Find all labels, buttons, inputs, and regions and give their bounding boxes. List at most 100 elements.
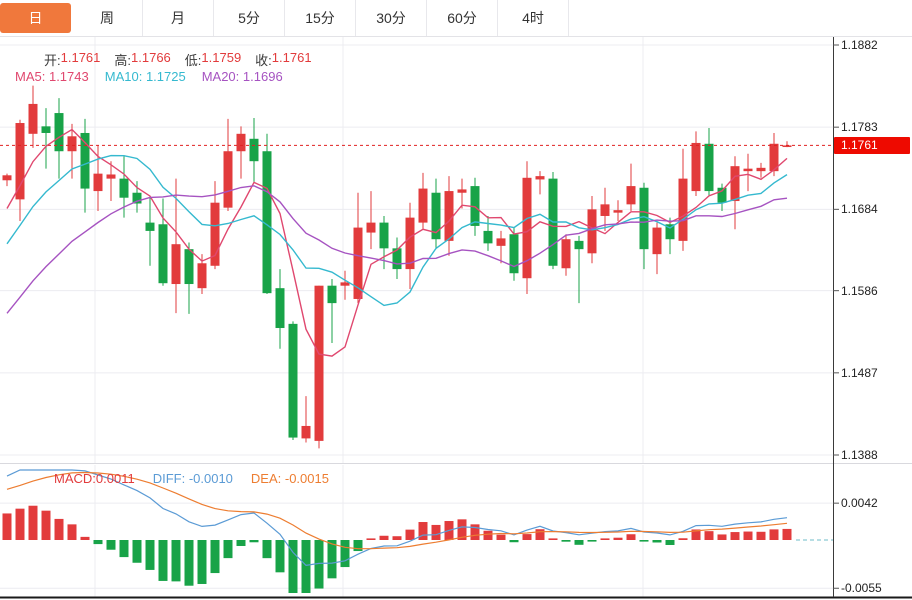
- candle-body: [769, 143, 779, 172]
- candle-body: [457, 189, 467, 193]
- candle-body: [340, 282, 350, 286]
- macd-bar: [769, 529, 779, 540]
- ma20-line: [6, 185, 788, 314]
- macd-bar: [483, 530, 493, 540]
- macd-bar: [717, 534, 727, 540]
- candle-body: [496, 238, 506, 246]
- macd-bar: [353, 540, 363, 552]
- tab-30min[interactable]: 30分: [356, 0, 427, 36]
- candle-body: [600, 204, 610, 216]
- macd-bar: [119, 540, 129, 558]
- candle-body: [392, 248, 402, 270]
- candle-body: [197, 263, 207, 289]
- candle-body: [236, 133, 246, 152]
- tab-15min[interactable]: 15分: [285, 0, 356, 36]
- timeframe-tabbar: 日周月 5分 15分 30分 60分 4时: [0, 0, 912, 37]
- candle-body: [314, 285, 324, 441]
- candle-body: [418, 188, 428, 223]
- macd-bar: [340, 540, 350, 568]
- candle-body: [288, 323, 298, 438]
- macd-bar: [158, 540, 168, 581]
- candle-body: [431, 192, 441, 240]
- candle-body: [691, 142, 701, 192]
- dea-line: [6, 471, 788, 550]
- candle-body: [613, 210, 623, 213]
- candle-body: [145, 222, 155, 231]
- candle-body: [535, 176, 545, 180]
- price-axis-tick: 1.1487: [841, 365, 878, 380]
- macd-bar: [639, 540, 649, 542]
- tab-4hour[interactable]: 4时: [498, 0, 569, 36]
- macd-bar: [548, 538, 558, 540]
- candle-body: [2, 175, 12, 181]
- macd-bar: [691, 529, 701, 540]
- macd-bar: [171, 540, 181, 582]
- macd-bar: [756, 531, 766, 540]
- candle-body: [262, 151, 272, 294]
- macd-bar: [327, 540, 337, 579]
- gridlines-layer: [0, 36, 833, 597]
- candle-body: [509, 234, 519, 274]
- macd-bar: [678, 538, 688, 540]
- candle-body: [41, 126, 51, 133]
- macd-bar: [314, 540, 324, 589]
- ma5-line: [6, 128, 788, 357]
- candle-body: [184, 249, 194, 285]
- macd-bar: [496, 534, 506, 540]
- candle-body: [782, 145, 792, 148]
- macd-bar: [600, 538, 610, 540]
- macd-bar: [210, 540, 220, 574]
- macd-bar: [301, 540, 311, 593]
- candle-body: [249, 138, 259, 162]
- candle-body: [717, 187, 727, 203]
- price-axis-tick: 1.1783: [841, 120, 878, 135]
- macd-bar: [80, 536, 90, 540]
- candle-body: [171, 244, 181, 285]
- macd-bar: [561, 540, 571, 542]
- price-axis-tick: 1.1586: [841, 283, 878, 298]
- macd-bar: [288, 540, 298, 593]
- macd-axis-tick: -0.0055: [841, 581, 882, 596]
- frame-layer: [0, 36, 912, 599]
- candle-body: [301, 425, 311, 439]
- tab-week[interactable]: 周: [72, 0, 143, 36]
- macd-bar: [431, 524, 441, 540]
- candle-body: [327, 285, 337, 304]
- candle-body: [522, 177, 532, 279]
- candle-body: [28, 103, 38, 134]
- macd-bar: [574, 540, 584, 545]
- tab-5min[interactable]: 5分: [214, 0, 285, 36]
- macd-bar: [145, 540, 155, 570]
- macd-bar: [392, 536, 402, 540]
- macd-bar: [405, 529, 415, 540]
- macd-bar: [535, 529, 545, 540]
- candle-body: [730, 166, 740, 202]
- macd-bar: [184, 540, 194, 586]
- candle-body: [379, 222, 389, 249]
- macd-bar: [236, 540, 246, 546]
- tab-day[interactable]: 日: [0, 3, 71, 33]
- macd-bar: [197, 540, 207, 584]
- macd-bar: [41, 510, 51, 540]
- candle-body: [704, 143, 714, 192]
- macd-bar: [509, 540, 519, 543]
- candle-body: [93, 173, 103, 192]
- macd-bar: [379, 535, 389, 540]
- ma10-line: [6, 154, 788, 307]
- candle-body: [405, 217, 415, 270]
- macd-bar: [470, 524, 480, 540]
- diff-line: [6, 469, 788, 567]
- candles-layer: [2, 85, 792, 449]
- candle-body: [15, 123, 25, 200]
- macd-bar: [28, 505, 38, 540]
- macd-bar: [418, 522, 428, 540]
- candle-body: [756, 167, 766, 172]
- macd-bar: [106, 540, 116, 550]
- tab-month[interactable]: 月: [143, 0, 214, 36]
- macd-bar: [2, 513, 12, 540]
- tab-60min[interactable]: 60分: [427, 0, 498, 36]
- candle-body: [119, 178, 129, 198]
- macd-bar: [652, 540, 662, 543]
- macd-bar: [262, 540, 272, 559]
